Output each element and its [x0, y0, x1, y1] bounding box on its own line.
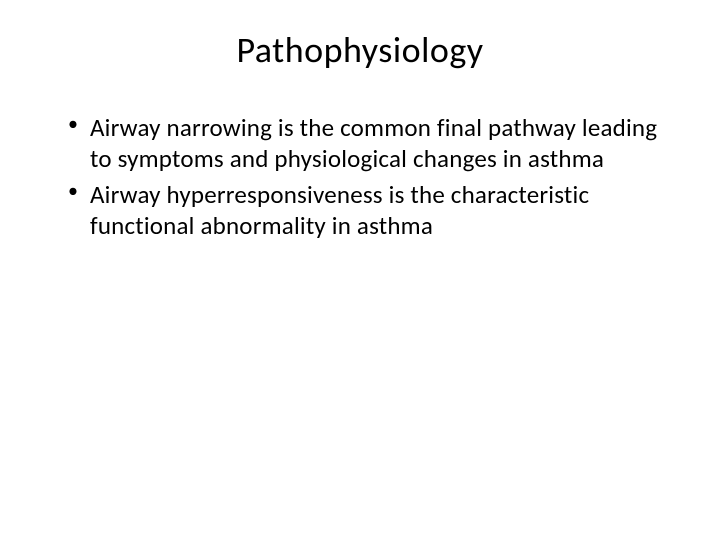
slide-container: Pathophysiology Airway narrowing is the … [0, 0, 720, 540]
bullet-item: Airway hyperresponsiveness is the charac… [62, 179, 670, 242]
slide-content: Airway narrowing is the common final pat… [50, 112, 670, 241]
slide-title: Pathophysiology [50, 28, 670, 72]
bullet-list: Airway narrowing is the common final pat… [62, 112, 670, 241]
bullet-item: Airway narrowing is the common final pat… [62, 112, 670, 175]
